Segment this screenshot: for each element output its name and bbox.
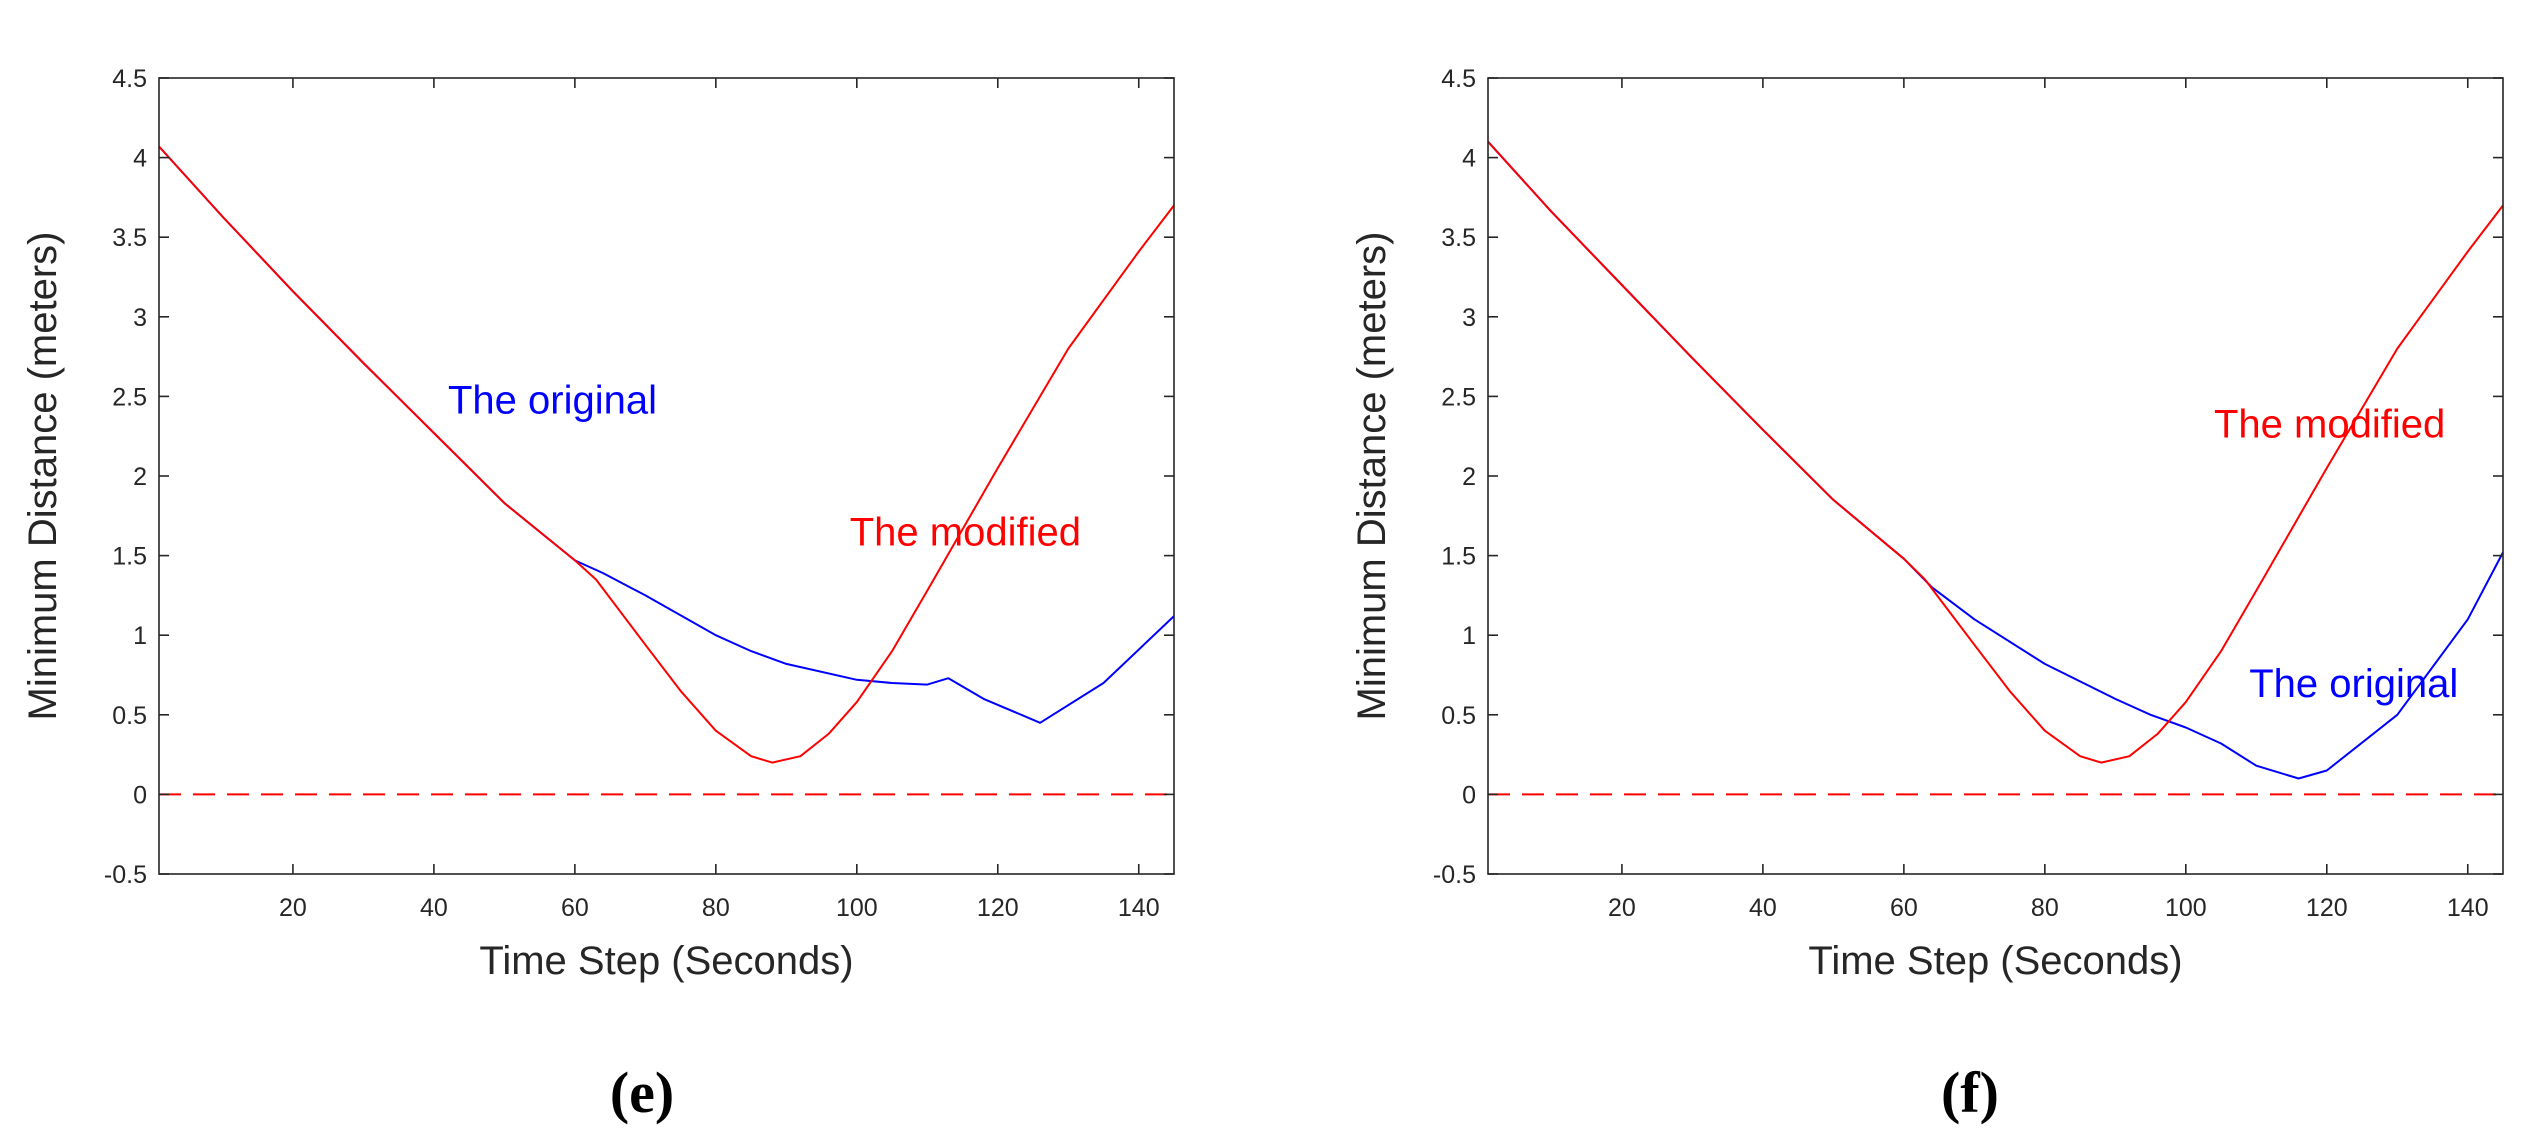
y-axis-label: Minimum Distance (meters): [1350, 232, 1394, 721]
y-tick-label: 3: [133, 304, 147, 332]
x-tick-label: 140: [2447, 894, 2489, 922]
y-tick-label: 1: [133, 622, 147, 650]
y-tick-label: 1.5: [1441, 543, 1476, 571]
y-tick-label: -0.5: [1433, 861, 1476, 889]
x-tick-label: 120: [977, 894, 1019, 922]
y-tick-label: 4: [1462, 145, 1476, 173]
x-tick-label: 60: [1890, 894, 1918, 922]
x-tick-label: 40: [1749, 894, 1777, 922]
annotation-modified: The modified: [2214, 402, 2445, 446]
plot-frame: [1487, 77, 2504, 875]
y-tick-label: 2.5: [112, 383, 147, 411]
y-tick-label: 2: [133, 463, 147, 491]
y-tick-label: 1: [1462, 622, 1476, 650]
annotation-modified: The modified: [850, 511, 1081, 555]
y-tick-label: 2: [1462, 463, 1476, 491]
plot-frame: [158, 77, 1175, 875]
annotation-original: The original: [448, 379, 657, 423]
annotation-original: The original: [2249, 662, 2458, 706]
y-tick-label: 0: [133, 781, 147, 809]
x-tick-label: 80: [702, 894, 730, 922]
panel-label: (f): [1941, 1060, 1999, 1125]
x-tick-label: 40: [420, 894, 448, 922]
y-tick-label: 4: [133, 145, 147, 173]
y-tick-label: 1.5: [112, 543, 147, 571]
chart-panel-f: -0.5 0 0.5 1 1.5 2 2.5 3 3.5 4 4.5 20 40 60 80 100 120 14…: [1350, 65, 2504, 1125]
series-modified-line: [158, 145, 1175, 764]
series-original-line: [158, 145, 1175, 724]
panel-label: (e): [610, 1060, 674, 1125]
x-axis-label: Time Step (Seconds): [479, 939, 853, 983]
y-tick-label: 3.5: [112, 224, 147, 252]
chart-panel-e: -0.5 0 0.5 1 1.5 2 2.5 3 3.5 4 4.5 20 40 60 80 100 120 14…: [21, 65, 1175, 1125]
y-tick-label: -0.5: [104, 861, 147, 889]
x-tick-label: 20: [279, 894, 307, 922]
x-tick-label: 120: [2306, 894, 2348, 922]
y-tick-label: 4.5: [1441, 65, 1476, 93]
y-tick-label: 3.5: [1441, 224, 1476, 252]
x-tick-label: 100: [2165, 894, 2207, 922]
y-tick-label: 2.5: [1441, 383, 1476, 411]
x-tick-label: 140: [1118, 894, 1160, 922]
y-tick-label: 0.5: [112, 702, 147, 730]
y-tick-label: 3: [1462, 304, 1476, 332]
x-tick-label: 20: [1608, 894, 1636, 922]
x-tick-label: 80: [2031, 894, 2059, 922]
y-tick-label: 0: [1462, 781, 1476, 809]
y-axis-label: Minimum Distance (meters): [21, 232, 65, 721]
series-modified-line: [1487, 141, 2504, 764]
x-axis-label: Time Step (Seconds): [1808, 939, 2182, 983]
x-tick-label: 100: [836, 894, 878, 922]
x-tick-label: 60: [561, 894, 589, 922]
y-tick-label: 4.5: [112, 65, 147, 93]
y-tick-label: 0.5: [1441, 702, 1476, 730]
